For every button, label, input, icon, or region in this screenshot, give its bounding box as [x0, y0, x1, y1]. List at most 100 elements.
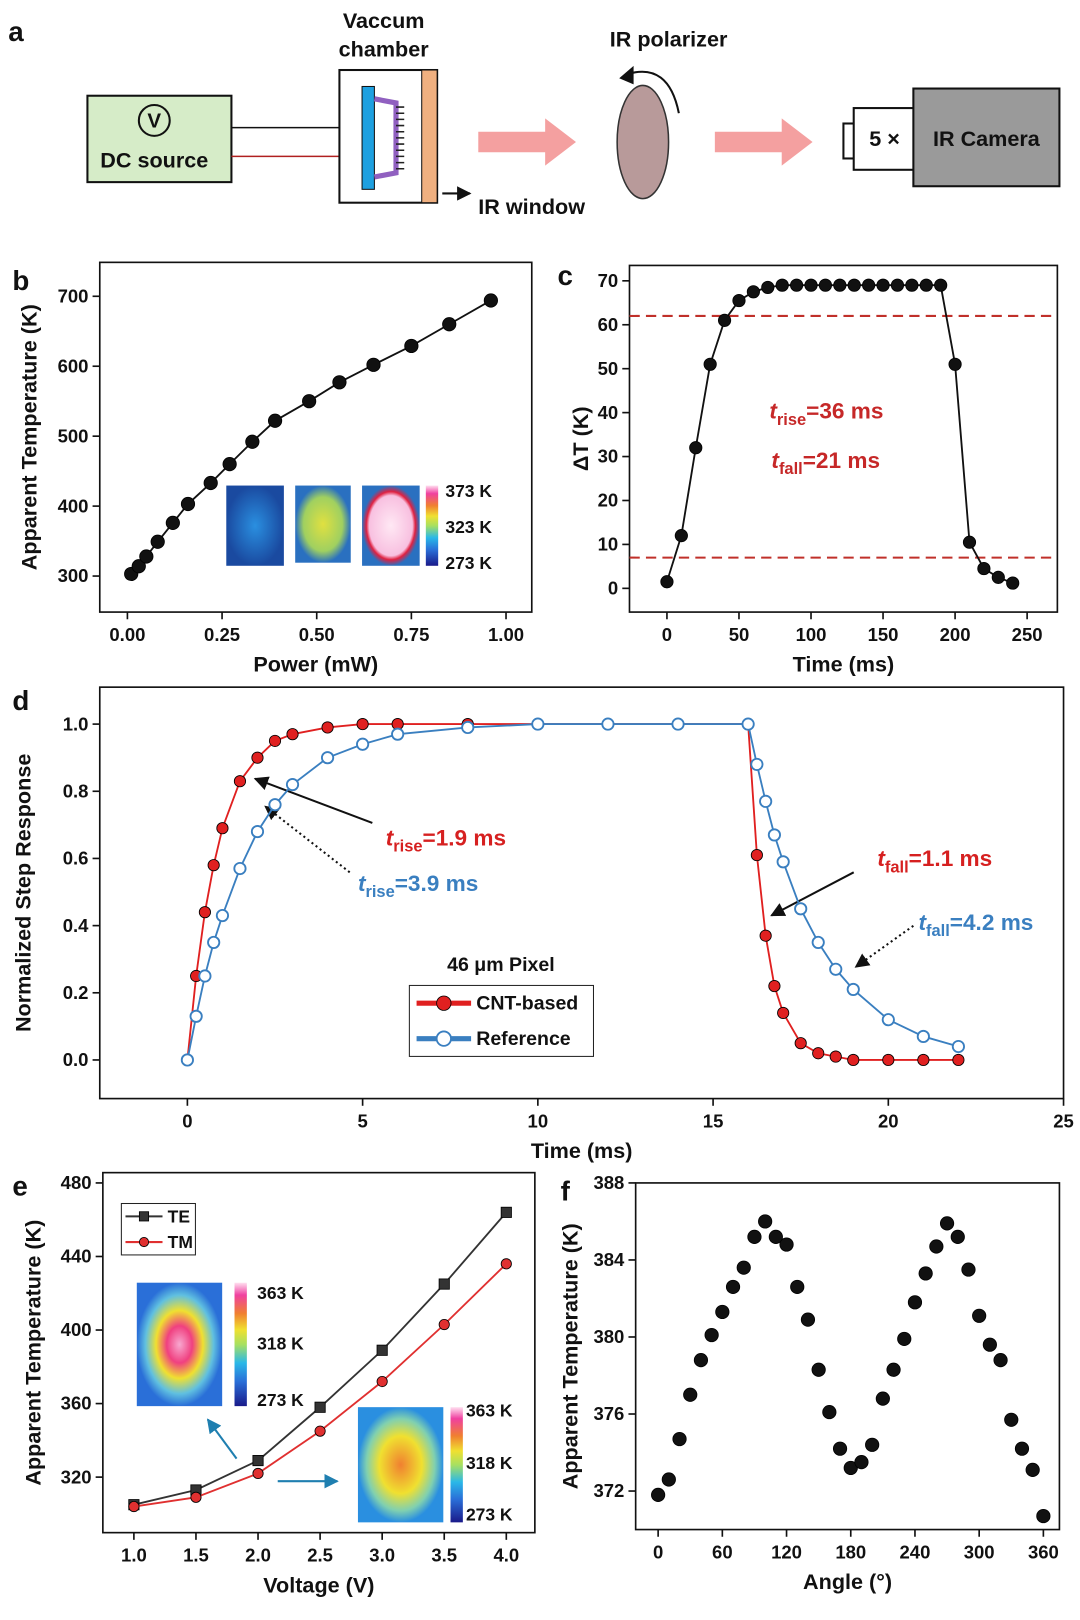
- marker: [222, 457, 237, 472]
- y-tick-label: 320: [61, 1466, 92, 1487]
- marker: [775, 278, 789, 292]
- y-tick-label: 0.8: [63, 780, 89, 801]
- marker: [674, 529, 688, 543]
- marker: [951, 1039, 965, 1054]
- marker: [651, 1487, 666, 1502]
- marker: [251, 751, 264, 764]
- annotation-subscript: rise: [365, 883, 394, 901]
- x-tick-label: 2.5: [307, 1544, 333, 1565]
- x-tick-label: 200: [940, 624, 971, 645]
- y-tick-label: 0.4: [63, 915, 89, 936]
- x-axis-label: Time (ms): [531, 1138, 633, 1163]
- pointer-arrow: [770, 871, 855, 917]
- marker: [934, 278, 948, 292]
- legend-label: TE: [168, 1207, 190, 1227]
- y-tick-label: 40: [598, 402, 619, 423]
- y-tick-label: 400: [61, 1319, 92, 1340]
- x-tick-label: 0.00: [109, 624, 145, 645]
- marker: [1006, 576, 1020, 590]
- marker: [438, 1278, 450, 1290]
- marker: [435, 1030, 452, 1047]
- marker: [150, 534, 165, 549]
- marker: [833, 278, 847, 292]
- marker: [962, 535, 977, 549]
- marker: [267, 413, 283, 428]
- y-axis-label: ΔT (K): [568, 406, 593, 471]
- x-tick-label: 0.50: [299, 624, 335, 645]
- lens-label: 5 ×: [869, 126, 900, 151]
- marker: [138, 1237, 150, 1248]
- pointer-arrow: [854, 924, 914, 968]
- x-tick-label: 0: [653, 1541, 663, 1562]
- pointer-arrow: [264, 805, 351, 874]
- y-tick-label: 480: [61, 1172, 92, 1193]
- marker: [919, 278, 933, 292]
- panel-label: e: [12, 1170, 27, 1201]
- plot-frame: [98, 261, 533, 613]
- marker: [993, 1352, 1008, 1368]
- polarizer: [616, 84, 670, 200]
- marker: [741, 717, 755, 731]
- marker: [918, 1266, 933, 1281]
- marker: [128, 1500, 140, 1513]
- y-tick-label: 10: [598, 534, 619, 555]
- marker: [442, 317, 457, 332]
- x-tick-label: 3.0: [369, 1544, 395, 1565]
- annotation-symbol: t: [769, 399, 778, 424]
- colorbar-label: 273 K: [466, 1504, 513, 1524]
- y-axis-label: Apparent Temperature (K): [558, 1223, 583, 1489]
- x-tick-label: 15: [703, 1110, 724, 1131]
- x-tick-label: 0: [662, 624, 672, 645]
- marker: [189, 1009, 203, 1023]
- x-tick-label: 4.0: [493, 1544, 519, 1565]
- colorbar-label: 273 K: [257, 1390, 304, 1410]
- marker: [268, 734, 282, 747]
- marker: [689, 441, 703, 455]
- marker: [905, 278, 919, 292]
- colorbar-label: 318 K: [466, 1453, 513, 1473]
- marker: [461, 720, 475, 735]
- marker: [746, 285, 760, 299]
- ir-window: [421, 69, 438, 204]
- y-tick-label: 20: [598, 490, 619, 511]
- marker: [216, 822, 229, 835]
- pixel-array: [395, 106, 405, 170]
- meter-icon: [137, 103, 171, 137]
- marker: [725, 1279, 741, 1295]
- colorbar-label: 273 K: [445, 553, 492, 573]
- x-tick-label: 120: [771, 1541, 802, 1562]
- marker: [245, 434, 260, 449]
- x-tick-label: 20: [878, 1110, 899, 1131]
- rotation-arrow: [627, 70, 680, 114]
- marker: [776, 855, 790, 869]
- marker: [890, 278, 905, 292]
- thermal-image: [357, 1407, 444, 1523]
- marker: [139, 549, 154, 564]
- marker: [180, 1053, 194, 1067]
- marker: [768, 980, 781, 993]
- annotation-text: =1.9 ms: [422, 826, 506, 851]
- series-line: [130, 299, 492, 575]
- marker: [715, 1304, 730, 1320]
- y-tick-label: 50: [598, 358, 619, 379]
- camera-label: IR Camera: [933, 126, 1041, 151]
- series-line: [186, 723, 959, 1061]
- window-label: IR window: [478, 194, 585, 219]
- marker: [882, 1053, 895, 1067]
- x-tick-label: 2.0: [245, 1544, 271, 1565]
- marker: [854, 1455, 869, 1470]
- marker: [601, 717, 615, 731]
- y-tick-label: 60: [598, 314, 619, 335]
- x-tick-label: 180: [835, 1541, 866, 1562]
- marker: [929, 1239, 944, 1254]
- annotation: tfall=1.1 ms: [877, 846, 992, 876]
- marker: [332, 375, 347, 390]
- y-tick-label: 0.2: [63, 982, 89, 1003]
- thermal-image: [226, 485, 284, 566]
- y-tick-label: 700: [58, 285, 89, 306]
- marker: [1036, 1508, 1051, 1524]
- y-tick-label: 0: [608, 578, 618, 599]
- x-axis-label: Time (ms): [793, 652, 895, 677]
- arrows-d: [253, 776, 914, 968]
- plot-frame: [102, 1171, 536, 1534]
